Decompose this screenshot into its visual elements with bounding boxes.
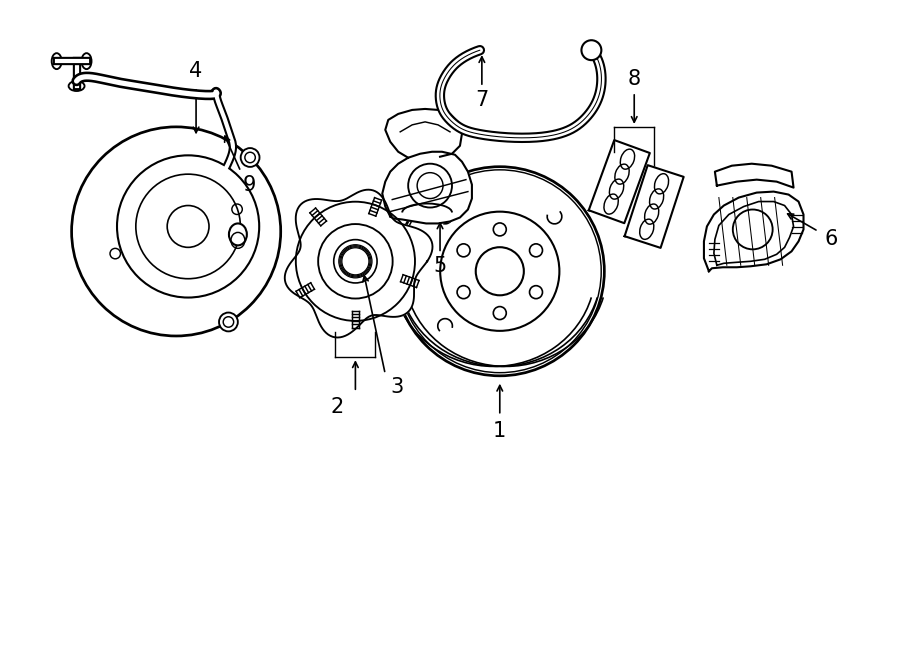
Text: 7: 7	[475, 90, 489, 110]
Text: 2: 2	[331, 397, 344, 417]
Circle shape	[581, 40, 601, 60]
Ellipse shape	[229, 223, 247, 245]
Ellipse shape	[51, 53, 61, 69]
Polygon shape	[714, 202, 794, 265]
Text: 6: 6	[824, 229, 838, 249]
Text: 8: 8	[627, 69, 641, 89]
Polygon shape	[385, 109, 462, 158]
Circle shape	[219, 313, 238, 331]
Polygon shape	[704, 192, 804, 271]
Circle shape	[240, 148, 259, 167]
Polygon shape	[715, 164, 794, 188]
Ellipse shape	[68, 81, 85, 91]
Ellipse shape	[82, 53, 92, 69]
Text: 3: 3	[391, 377, 404, 397]
Polygon shape	[625, 165, 684, 248]
Circle shape	[117, 155, 259, 297]
Polygon shape	[382, 152, 472, 223]
Text: 1: 1	[493, 420, 507, 441]
Polygon shape	[589, 140, 650, 223]
Text: 9: 9	[242, 175, 256, 194]
Text: 4: 4	[189, 61, 202, 81]
Text: 5: 5	[434, 256, 446, 276]
Polygon shape	[284, 190, 433, 338]
